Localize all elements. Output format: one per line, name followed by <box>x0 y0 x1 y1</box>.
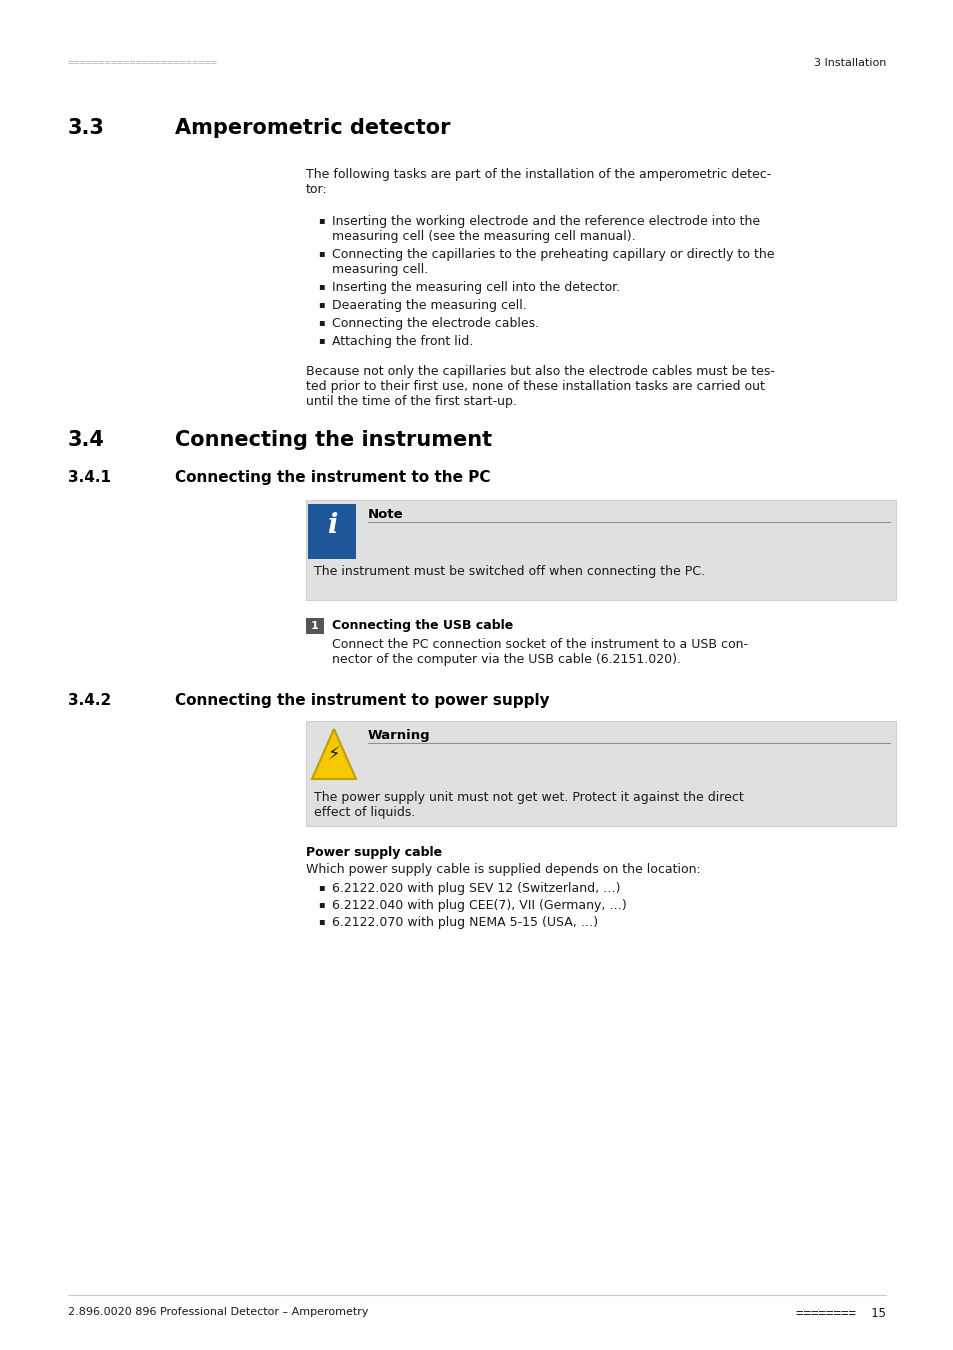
Text: 1: 1 <box>311 621 318 630</box>
Text: The instrument must be switched off when connecting the PC.: The instrument must be switched off when… <box>314 566 704 578</box>
Text: Connecting the instrument to the PC: Connecting the instrument to the PC <box>174 470 490 485</box>
FancyBboxPatch shape <box>308 504 355 559</box>
Text: Connecting the capillaries to the preheating capillary or directly to the: Connecting the capillaries to the prehea… <box>332 248 774 261</box>
Polygon shape <box>312 729 355 779</box>
Text: Connecting the instrument: Connecting the instrument <box>174 431 492 450</box>
FancyBboxPatch shape <box>306 618 324 634</box>
Text: The power supply unit must not get wet. Protect it against the direct: The power supply unit must not get wet. … <box>314 791 743 805</box>
Text: until the time of the first start-up.: until the time of the first start-up. <box>306 396 517 408</box>
Text: The following tasks are part of the installation of the amperometric detec-: The following tasks are part of the inst… <box>306 167 770 181</box>
Text: nector of the computer via the USB cable (6.2151.020).: nector of the computer via the USB cable… <box>332 653 680 666</box>
Text: Deaerating the measuring cell.: Deaerating the measuring cell. <box>332 298 526 312</box>
Text: ▪: ▪ <box>317 281 324 292</box>
Text: Connect the PC connection socket of the instrument to a USB con-: Connect the PC connection socket of the … <box>332 639 747 651</box>
Text: ⚡: ⚡ <box>327 747 340 764</box>
FancyBboxPatch shape <box>306 500 895 599</box>
Text: ========  15: ======== 15 <box>795 1307 885 1320</box>
Text: 6.2122.040 with plug CEE(7), VII (Germany, …): 6.2122.040 with plug CEE(7), VII (German… <box>332 899 626 913</box>
Text: ted prior to their first use, none of these installation tasks are carried out: ted prior to their first use, none of th… <box>306 379 764 393</box>
Text: Connecting the electrode cables.: Connecting the electrode cables. <box>332 317 538 329</box>
Text: Inserting the working electrode and the reference electrode into the: Inserting the working electrode and the … <box>332 215 760 228</box>
Text: 2.896.0020 896 Professional Detector – Amperometry: 2.896.0020 896 Professional Detector – A… <box>68 1307 368 1318</box>
FancyBboxPatch shape <box>306 721 895 826</box>
Text: 3.4.2: 3.4.2 <box>68 693 112 707</box>
Text: Inserting the measuring cell into the detector.: Inserting the measuring cell into the de… <box>332 281 619 294</box>
Text: 3.4: 3.4 <box>68 431 105 450</box>
Text: i: i <box>327 512 337 539</box>
Text: ▪: ▪ <box>317 899 324 909</box>
Text: ▪: ▪ <box>317 917 324 926</box>
Text: ▪: ▪ <box>317 248 324 258</box>
Text: Power supply cable: Power supply cable <box>306 846 441 859</box>
Text: 3.3: 3.3 <box>68 117 105 138</box>
Text: Warning: Warning <box>368 729 430 742</box>
Text: ▪: ▪ <box>317 215 324 225</box>
Text: Note: Note <box>368 508 403 521</box>
Text: Which power supply cable is supplied depends on the location:: Which power supply cable is supplied dep… <box>306 863 700 876</box>
Text: tor:: tor: <box>306 184 327 196</box>
Text: Connecting the instrument to power supply: Connecting the instrument to power suppl… <box>174 693 549 707</box>
Text: ========================: ======================== <box>68 58 218 68</box>
Text: Because not only the capillaries but also the electrode cables must be tes-: Because not only the capillaries but als… <box>306 364 774 378</box>
Text: measuring cell.: measuring cell. <box>332 263 428 275</box>
Text: effect of liquids.: effect of liquids. <box>314 806 415 819</box>
Text: ▪: ▪ <box>317 335 324 346</box>
Text: Connecting the USB cable: Connecting the USB cable <box>332 620 513 632</box>
Text: 6.2122.070 with plug NEMA 5-15 (USA, …): 6.2122.070 with plug NEMA 5-15 (USA, …) <box>332 917 598 929</box>
Text: Attaching the front lid.: Attaching the front lid. <box>332 335 473 348</box>
Text: 6.2122.020 with plug SEV 12 (Switzerland, …): 6.2122.020 with plug SEV 12 (Switzerland… <box>332 882 619 895</box>
Text: 3.4.1: 3.4.1 <box>68 470 111 485</box>
Text: ▪: ▪ <box>317 298 324 309</box>
Text: 3 Installation: 3 Installation <box>813 58 885 68</box>
Text: ▪: ▪ <box>317 882 324 892</box>
Text: ▪: ▪ <box>317 317 324 327</box>
Text: measuring cell (see the measuring cell manual).: measuring cell (see the measuring cell m… <box>332 230 635 243</box>
Text: Amperometric detector: Amperometric detector <box>174 117 450 138</box>
